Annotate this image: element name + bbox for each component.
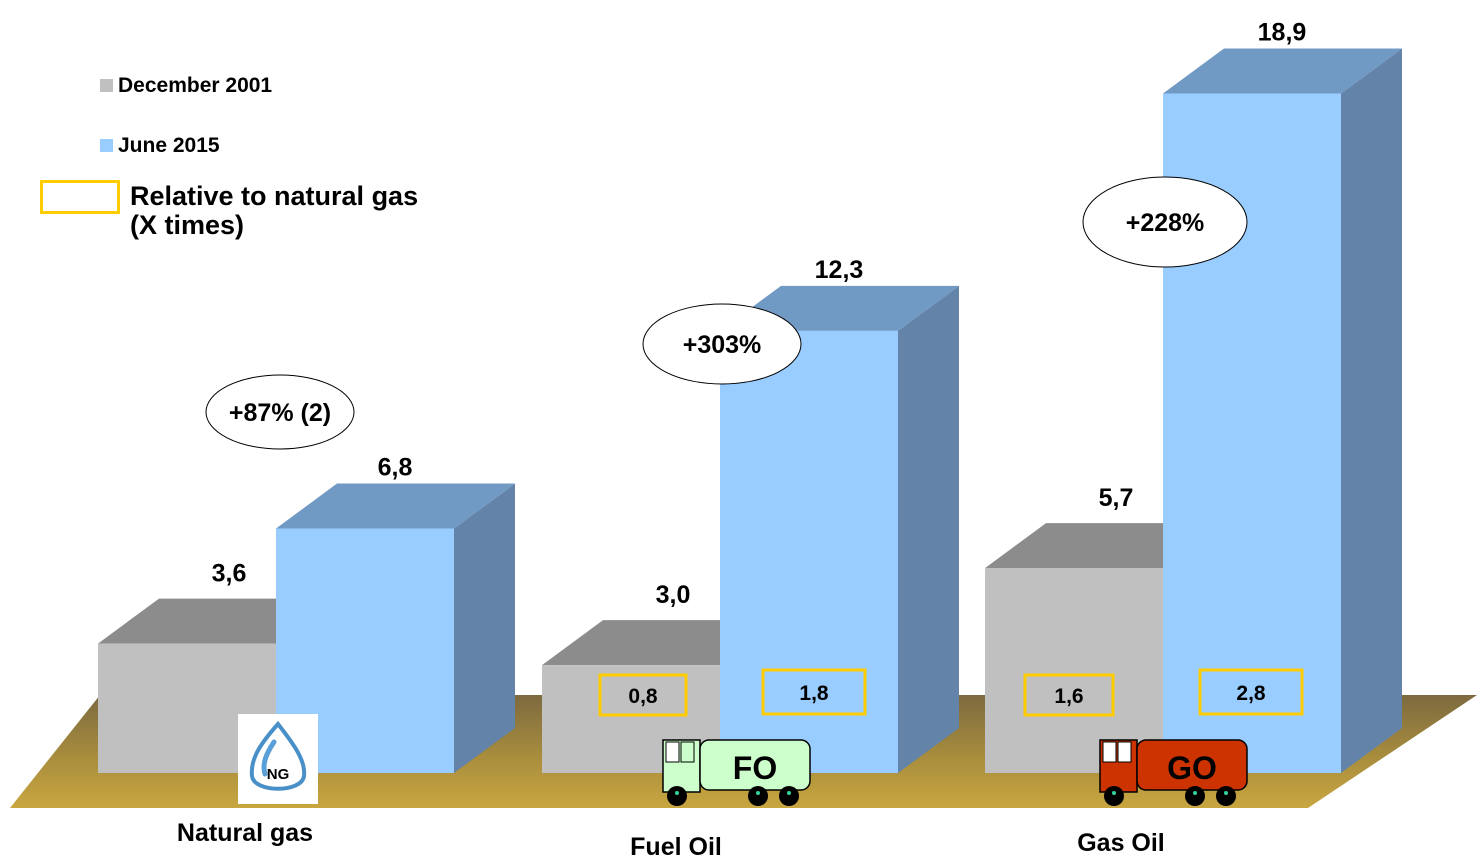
value-label-jun2015-0: 6,8 <box>378 454 413 482</box>
fuel-oil-truck-icon: FO <box>662 739 811 806</box>
relative-box-0-1 <box>598 673 688 717</box>
bar-jun2015-0 <box>276 483 515 773</box>
legend-relative-box <box>40 180 120 214</box>
legend-swatch-dec2001 <box>100 79 113 92</box>
natural-gas-logo-text: NG <box>267 766 290 783</box>
relative-value-1-2: 2,8 <box>1236 682 1266 705</box>
relative-value-1-1: 1,8 <box>799 682 829 705</box>
value-label-dec2001-2: 5,7 <box>1099 484 1134 512</box>
category-label-0: Natural gas <box>177 819 313 847</box>
relative-value-0-1: 0,8 <box>628 685 658 708</box>
legend-label-jun2015: June 2015 <box>118 134 220 157</box>
bar-jun2015-2 <box>1163 48 1402 774</box>
legend-swatch-jun2015 <box>100 139 113 152</box>
change-ellipse-1 <box>642 303 802 385</box>
change-ellipse-0 <box>205 374 355 450</box>
legend-relative-label: Relative to natural gas (X times) <box>130 182 418 240</box>
change-ellipse-2 <box>1082 176 1248 268</box>
natural-gas-logo-icon: NG <box>238 714 318 804</box>
category-label-1: Fuel Oil <box>630 833 722 861</box>
relative-value-0-2: 1,6 <box>1054 685 1083 708</box>
value-label-dec2001-1: 3,0 <box>656 581 691 609</box>
value-label-jun2015-1: 12,3 <box>815 256 864 284</box>
change-label-0: +87% (2) <box>229 399 331 427</box>
change-label-2: +228% <box>1126 209 1205 237</box>
fuel-oil-truck-icon-label: FO <box>733 750 777 786</box>
change-label-1: +303% <box>683 331 762 359</box>
legend-item-jun2015: June 2015 <box>100 134 220 158</box>
relative-box-1-2 <box>1198 668 1304 716</box>
legend-relative-line2: (X times) <box>130 210 245 240</box>
value-label-jun2015-2: 18,9 <box>1258 19 1307 47</box>
value-label-dec2001-0: 3,6 <box>212 560 247 588</box>
legend-label-dec2001: December 2001 <box>118 74 273 97</box>
category-label-2: Gas Oil <box>1077 829 1165 857</box>
legend-relative-line1: Relative to natural gas <box>130 181 419 211</box>
gas-oil-truck-icon-label: GO <box>1167 750 1217 786</box>
relative-box-0-2 <box>1023 673 1115 717</box>
bar-jun2015-1 <box>720 285 959 773</box>
gas-oil-truck-icon: GO <box>1099 739 1248 806</box>
legend-item-dec2001: December 2001 <box>100 74 272 98</box>
relative-box-1-1 <box>761 668 867 716</box>
